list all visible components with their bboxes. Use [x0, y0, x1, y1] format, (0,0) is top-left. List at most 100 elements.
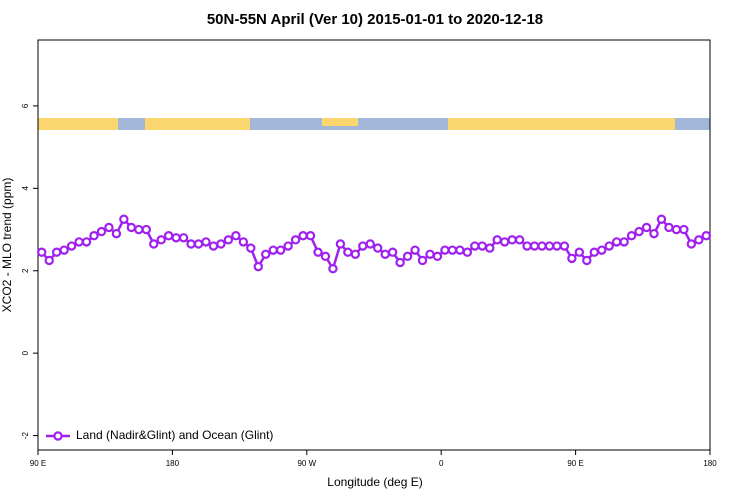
data-point — [335, 239, 346, 249]
land-ocean-strip — [38, 118, 710, 130]
data-point — [44, 255, 54, 266]
x-tick-label: 180 — [166, 459, 180, 468]
data-point — [246, 243, 256, 253]
data-point — [298, 231, 308, 241]
x-tick-label: 0 — [439, 459, 444, 468]
data-point — [66, 241, 77, 251]
data-point — [626, 231, 637, 241]
data-point — [96, 226, 107, 237]
data-point — [201, 237, 211, 247]
data-point — [619, 237, 629, 247]
data-point — [395, 257, 405, 268]
data-point — [365, 239, 375, 249]
data-point — [81, 237, 92, 247]
data-point — [462, 247, 473, 257]
data-point — [425, 249, 435, 259]
data-point — [156, 235, 166, 245]
data-point — [171, 233, 181, 243]
x-tick-label: 90 W — [297, 459, 316, 468]
data-point — [701, 231, 711, 241]
data-point — [477, 241, 487, 251]
data-point — [552, 241, 562, 251]
data-point — [402, 251, 413, 262]
data-point — [447, 245, 458, 255]
data-point — [305, 231, 316, 241]
y-tick-label: 4 — [21, 186, 30, 191]
data-point — [178, 233, 189, 243]
data-point — [470, 241, 480, 251]
data-point — [186, 239, 196, 249]
data-point — [440, 245, 450, 255]
data-point — [664, 222, 674, 233]
data-point — [283, 241, 293, 251]
data-point — [514, 235, 525, 245]
data-point — [268, 245, 278, 255]
y-tick-label: 6 — [21, 103, 30, 108]
data-point — [417, 255, 428, 266]
data-point — [134, 224, 144, 235]
data-point — [611, 237, 622, 247]
data-point — [455, 245, 465, 255]
data-point — [111, 228, 122, 239]
data-point — [238, 237, 249, 247]
data-point — [104, 222, 114, 233]
data-point — [410, 245, 420, 255]
legend-label: Land (Nadir&Glint) and Ocean (Glint) — [76, 428, 273, 442]
data-point — [507, 235, 517, 245]
data-point — [141, 224, 151, 235]
data-point — [574, 247, 585, 257]
data-point — [126, 222, 137, 233]
data-point — [320, 251, 331, 262]
data-point — [261, 249, 271, 259]
data-point — [343, 247, 353, 257]
data-point — [604, 241, 614, 251]
data-point — [59, 245, 69, 255]
x-tick-label: 90 E — [567, 459, 583, 468]
data-point — [499, 237, 510, 247]
data-point — [119, 214, 129, 224]
data-point — [544, 241, 555, 251]
data-point — [522, 241, 532, 251]
data-point — [208, 241, 219, 251]
data-point — [649, 228, 659, 239]
data-point — [634, 226, 644, 237]
x-axis-label: Longitude (deg E) — [327, 475, 422, 489]
legend-marker — [53, 431, 63, 441]
data-point — [432, 251, 443, 262]
x-tick-label: 90 E — [30, 459, 46, 468]
data-point — [223, 235, 234, 245]
data-point — [686, 239, 697, 249]
data-point — [656, 214, 667, 224]
data-point — [485, 243, 495, 253]
y-axis-label: XCO2 - MLO trend (ppm) — [0, 178, 14, 313]
data-point — [567, 253, 577, 264]
data-point — [313, 247, 323, 257]
data-point — [253, 261, 263, 272]
data-point — [537, 241, 547, 251]
data-point — [641, 222, 652, 233]
data-point — [163, 231, 174, 241]
data-point — [51, 247, 62, 257]
data-point — [89, 231, 99, 241]
data-point — [589, 247, 599, 257]
y-tick-label: 0 — [21, 350, 30, 355]
y-tick-label: -2 — [21, 431, 30, 439]
data-point — [350, 249, 361, 259]
data-point — [387, 247, 398, 257]
data-point — [582, 255, 592, 266]
data-point — [559, 241, 570, 251]
y-tick-label: 2 — [21, 268, 30, 273]
data-point — [74, 237, 84, 247]
data-point — [380, 249, 390, 259]
data-point — [679, 224, 689, 235]
data-point — [149, 239, 159, 249]
data-point — [328, 263, 338, 274]
data-point — [275, 245, 286, 255]
plot-frame — [37, 39, 711, 451]
data-point — [529, 241, 540, 251]
data-point — [231, 231, 241, 241]
data-point — [216, 239, 226, 249]
data-point — [373, 243, 383, 253]
chart-title: 50N-55N April (Ver 10) 2015-01-01 to 202… — [207, 11, 543, 28]
